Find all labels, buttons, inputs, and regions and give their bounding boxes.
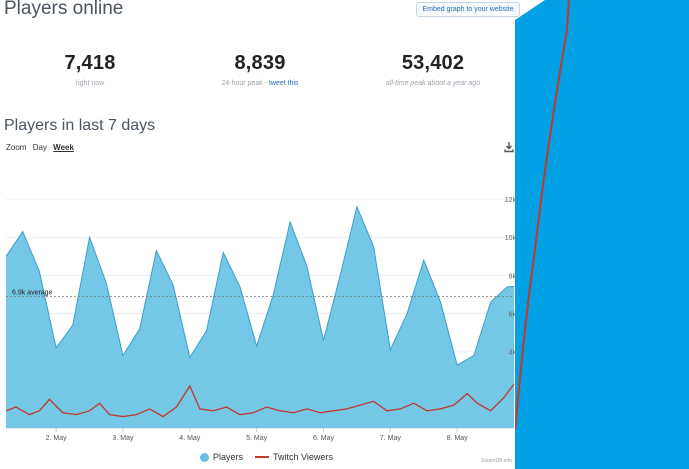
legend-players-label: Players xyxy=(213,452,244,462)
alltime-label-wrap: all-time peak about a year ago xyxy=(358,80,508,87)
players-series-area xyxy=(6,206,514,428)
legend-item-players[interactable]: Players xyxy=(200,452,243,462)
chart-credit: SteamDB.info xyxy=(481,458,512,464)
x-tick-label: 6. May xyxy=(313,435,335,442)
x-tick-label: 5. May xyxy=(246,435,268,442)
page-title: Players online xyxy=(4,0,124,19)
zoom-label: Zoom xyxy=(6,143,27,152)
players-area xyxy=(5,205,515,428)
tweet-this-link[interactable]: tweet this xyxy=(268,80,299,87)
chart-legend: Players Twitch Viewers xyxy=(200,452,345,462)
y-tick-label: 4k xyxy=(509,350,517,357)
average-label: 6.9k average xyxy=(12,289,53,296)
average-line: 6.9k average xyxy=(6,289,514,297)
players-chart: 6.9k average 12k 10k 8k 6k 4k 2. May 3. May 4. … xyxy=(5,197,517,442)
x-tick-label: 3. May xyxy=(112,435,134,442)
x-tick-label: 7. May xyxy=(380,435,402,442)
stat-now: 7,418 right now xyxy=(15,52,165,87)
y-tick-label: 6k xyxy=(509,312,517,319)
download-icon[interactable] xyxy=(503,141,515,153)
peak24-label-wrap: 24-hour peak - tweet this xyxy=(185,80,335,87)
overlay-fill xyxy=(515,0,689,469)
legend-twitch-label: Twitch Viewers xyxy=(273,452,333,462)
current-players-value: 7,418 xyxy=(64,52,116,74)
twitch-line xyxy=(5,383,515,418)
stat-24h-peak: 8,839 24-hour peak - tweet this xyxy=(185,52,335,87)
overlay-red-trace xyxy=(515,0,570,431)
players-series-line xyxy=(5,205,515,366)
zoom-controls: Zoom Day Week xyxy=(6,143,78,152)
alltime-label: all-time peak xyxy=(385,80,428,87)
twitch-legend-marker xyxy=(255,456,270,458)
peak24-label: 24-hour peak - xyxy=(221,80,269,87)
y-tick-label: 10k xyxy=(505,235,517,242)
y-tick-label: 8k xyxy=(509,273,517,280)
twitch-series-line xyxy=(5,383,515,418)
x-tick-label: 4. May xyxy=(179,435,201,442)
players-legend-marker xyxy=(200,452,209,462)
chart-section-title: Players in last 7 days xyxy=(4,117,156,134)
legend-item-twitch[interactable]: Twitch Viewers xyxy=(255,452,333,462)
current-players-label: right now xyxy=(75,80,105,87)
alltime-suffix: about a year ago xyxy=(427,80,481,87)
zoom-day-button[interactable]: Day xyxy=(32,143,47,152)
zoom-week-button[interactable]: Week xyxy=(53,143,74,152)
stat-alltime-peak: 53,402 all-time peak about a year ago xyxy=(358,52,508,87)
peak24-value: 8,839 xyxy=(234,52,286,74)
chart-labels: 12k 10k 8k 6k 4k 2. May 3. May 4. May 5. May 6. M… xyxy=(46,197,517,442)
y-tick-label: 12k xyxy=(505,197,517,204)
x-tick-label: 8. May xyxy=(447,435,469,442)
embed-graph-button[interactable]: Embed graph to your website xyxy=(416,2,520,17)
x-tick-label: 2. May xyxy=(46,435,68,442)
overlay-panel xyxy=(515,0,689,469)
alltime-value: 53,402 xyxy=(401,52,465,74)
